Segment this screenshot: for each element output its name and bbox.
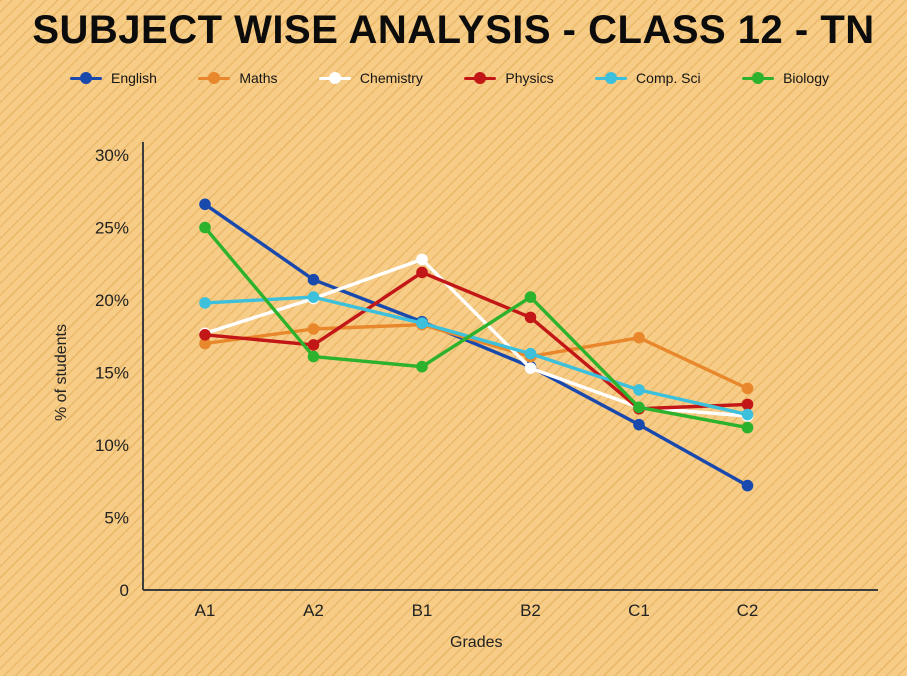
x-tick-label: A2 (303, 601, 324, 620)
legend-marker-icon (70, 71, 102, 85)
legend-marker-icon (595, 71, 628, 85)
x-tick-label: C1 (628, 601, 650, 620)
series-line-comp-sci (203, 295, 750, 417)
data-point-chemistry-b2[interactable] (524, 362, 537, 374)
data-point-comp-sci-a1[interactable] (199, 297, 211, 309)
data-point-biology-b2[interactable] (524, 291, 537, 303)
legend-label: Chemistry (359, 70, 423, 86)
legend-marker-icon (318, 71, 351, 85)
series-line-maths (203, 322, 750, 391)
data-point-physics-c2[interactable] (741, 398, 754, 411)
y-tick-label: 0 (120, 581, 129, 600)
series-line-english (203, 202, 750, 488)
data-point-biology-c1[interactable] (633, 401, 645, 414)
legend-label: Maths (239, 70, 278, 86)
y-tick-label: 5% (104, 509, 129, 528)
legend-marker-icon (742, 71, 775, 85)
x-tick-label: B1 (412, 601, 433, 620)
data-point-physics-b2[interactable] (524, 311, 537, 324)
data-point-physics-b1[interactable] (416, 266, 428, 279)
x-tick-label: B2 (520, 601, 541, 620)
data-point-english-a1[interactable] (199, 198, 211, 211)
data-point-english-c1[interactable] (633, 418, 645, 431)
legend-item-english[interactable]: English (70, 70, 157, 86)
data-point-biology-a1[interactable] (199, 221, 211, 234)
data-point-english-c2[interactable] (741, 479, 754, 492)
series-line-physics (203, 270, 750, 411)
legend-marker-icon (464, 71, 497, 85)
legend-item-biology[interactable]: Biology (742, 70, 829, 86)
legend-item-maths[interactable]: Maths (198, 70, 277, 86)
data-point-comp-sci-a2[interactable] (307, 291, 320, 303)
data-point-biology-c2[interactable] (741, 421, 754, 434)
legend-marker-icon (198, 71, 231, 85)
legend-item-physics[interactable]: Physics (464, 70, 554, 86)
x-tick-label: A1 (195, 601, 216, 620)
chart-legend: English Maths Chemistry Physics Comp. Sci Bio… (70, 70, 829, 86)
data-point-maths-c2[interactable] (741, 382, 754, 395)
data-point-physics-a2[interactable] (307, 339, 320, 351)
y-tick-label: 10% (95, 436, 129, 455)
y-axis-title: % of students (53, 324, 70, 421)
data-point-english-a2[interactable] (307, 273, 320, 286)
legend-item-chemistry[interactable]: Chemistry (318, 70, 423, 86)
x-axis-title: Grades (450, 634, 502, 651)
data-point-biology-b1[interactable] (416, 360, 428, 373)
y-tick-label: 15% (95, 364, 129, 383)
data-point-comp-sci-c1[interactable] (633, 384, 645, 396)
data-point-chemistry-b1[interactable] (416, 253, 428, 266)
x-tick-label: C2 (737, 601, 759, 620)
data-point-comp-sci-c2[interactable] (741, 408, 754, 421)
legend-label: English (111, 70, 157, 86)
data-point-maths-c1[interactable] (633, 331, 645, 344)
legend-label: Physics (505, 70, 554, 86)
data-point-maths-a2[interactable] (307, 323, 320, 335)
data-point-comp-sci-b1[interactable] (416, 317, 428, 329)
data-point-comp-sci-b2[interactable] (524, 347, 537, 360)
y-tick-label: 25% (95, 219, 129, 238)
legend-label: Comp. Sci (636, 70, 701, 86)
y-tick-label: 30% (95, 146, 129, 165)
y-tick-label: 20% (95, 291, 129, 310)
legend-item-comp-sci[interactable]: Comp. Sci (595, 70, 701, 86)
legend-label: Biology (783, 70, 829, 86)
chart-title: SUBJECT WISE ANALYSIS - CLASS 12 - TN (32, 8, 875, 52)
line-chart: 0 5% 10% 15% 20% 25% 30% A1 A2 B1 B2 C1 C2 Grades % of… (53, 142, 878, 651)
data-point-physics-a1[interactable] (199, 329, 211, 341)
data-point-biology-a2[interactable] (307, 350, 320, 363)
data-point-maths-a1[interactable] (199, 337, 211, 350)
series-line-biology (203, 225, 750, 430)
